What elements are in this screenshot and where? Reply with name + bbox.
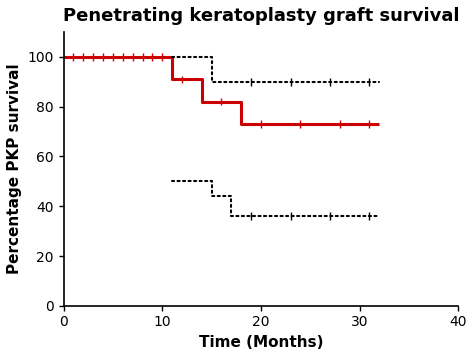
X-axis label: Time (Months): Time (Months) (199, 335, 323, 350)
Title: Penetrating keratoplasty graft survival: Penetrating keratoplasty graft survival (63, 7, 459, 25)
Y-axis label: Percentage PKP survival: Percentage PKP survival (7, 64, 22, 274)
